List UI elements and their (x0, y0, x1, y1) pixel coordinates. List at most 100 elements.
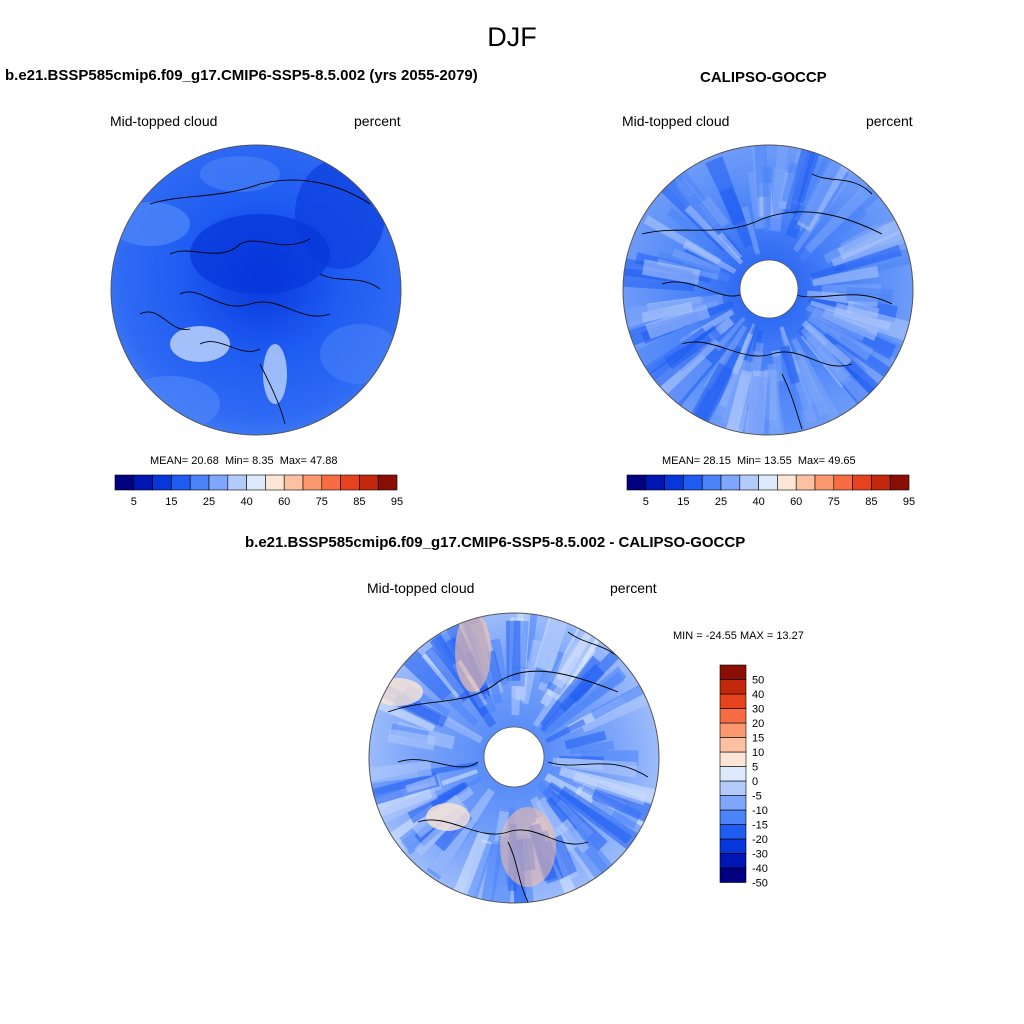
panel1-colorbar-tick-label: 75 (316, 496, 328, 508)
map-texture-streak (591, 782, 659, 839)
panel3-colorbar-box (719, 679, 747, 695)
panel3-colorbar-tick-label: 50 (752, 675, 764, 687)
panel2-colorbar-box (795, 474, 816, 491)
panel2-min-value: 13.55 (764, 455, 792, 467)
panel2-colorbar-box (683, 474, 703, 491)
panel3-colorbar-box (719, 751, 747, 767)
panel2-units-label: percent (866, 113, 913, 129)
panel3-colorbar-tick-label: 0 (752, 776, 758, 788)
map-texture-streak (794, 150, 845, 227)
panel3-colorbar-tick-label: -40 (752, 863, 768, 875)
panel2-colorbar-box (758, 474, 778, 491)
map-texture-streak (795, 357, 830, 417)
map-texture-streak (489, 638, 508, 686)
map-texture-streak (539, 655, 601, 727)
map-texture-streak (801, 320, 852, 367)
panel1-colorbar-tick-label: 95 (391, 496, 403, 508)
panel3-colorbar-box (719, 708, 747, 724)
panel1-colorbar-tick-label: 85 (353, 496, 365, 508)
map-texture-streak (846, 287, 894, 303)
panel1-min-label: Min= (224, 455, 250, 467)
panel1-colorbar-box (114, 474, 135, 491)
panel2-colorbar-tick-label: 15 (677, 496, 689, 508)
panel1-max-value: 47.88 (309, 455, 338, 467)
map-texture-streak (810, 244, 902, 280)
map-texture-streak (754, 145, 770, 198)
map-texture-streak (369, 787, 438, 830)
panel1-colorbar-box (359, 474, 379, 491)
panel3-colorbar-tick-label: 20 (752, 718, 764, 730)
map-texture-streak (568, 740, 615, 755)
map-texture-streak (641, 301, 694, 323)
panel1-colorbar-box (321, 474, 341, 491)
map-texture-streak (430, 781, 469, 808)
panel1-colorbar-tick-label: 15 (165, 496, 177, 508)
panel1-colorbar-tick-label: 5 (131, 496, 137, 508)
panel1-min-value: 8.35 (252, 455, 274, 467)
map-texture-streak (545, 718, 586, 744)
panel2-max-value: 49.65 (828, 455, 856, 467)
map-texture-streak (590, 678, 656, 720)
map-texture-streak (829, 338, 895, 397)
map-texture-streak (441, 769, 478, 786)
panel1-units-label: percent (354, 113, 401, 129)
map-texture-streak (641, 259, 701, 285)
map-texture-streak (506, 620, 521, 681)
panel3-colorbar-box (719, 722, 747, 738)
map-texture-streak (369, 760, 432, 785)
map-texture-streak (543, 671, 625, 737)
map-texture-streak (454, 841, 494, 903)
panel3-stats: MIN = -24.55 MAX = 13.27 (673, 630, 804, 642)
panel1-colorbar-box (189, 474, 210, 491)
map-texture-streak (839, 223, 882, 253)
map-texture-streak (810, 300, 891, 331)
panel1-mean-value: 20.68 (191, 455, 219, 467)
panel2-colorbar-box (701, 474, 722, 491)
panel3-colorbar-tick-label: -10 (752, 805, 768, 817)
map-texture-streak (645, 304, 711, 340)
map-texture-streak (444, 694, 479, 727)
figure-title: DJF (487, 22, 537, 52)
panel2-colorbar-box (889, 474, 910, 491)
map-texture-streak (805, 305, 858, 334)
panel1-colorbar-box (265, 474, 285, 491)
panel3-title: b.e21.BSSP585cmip6.f09_g17.CMIP6-SSP5-8.… (245, 534, 746, 551)
panel3-colorbar-tick-label: -5 (752, 791, 762, 803)
panel3-colorbar-box (719, 838, 747, 854)
panel2-title: CALIPSO-GOCCP (700, 69, 827, 86)
panel2-colorbar-tick-label: 5 (643, 496, 649, 508)
panel2-polar-map (622, 144, 914, 436)
panel3-colorbar-box (719, 766, 747, 782)
map-texture-streak (715, 316, 746, 352)
map-texture-streak (494, 810, 510, 843)
panel1-colorbar-box (133, 474, 153, 491)
panel3-colorbar-tick-label: 10 (752, 747, 764, 759)
map-texture-streak (684, 204, 744, 265)
panel2-colorbar-box (852, 474, 872, 491)
map-texture-streak (725, 369, 753, 435)
panel1-variable-label: Mid-topped cloud (110, 113, 218, 129)
panel3-colorbar-box (719, 664, 747, 680)
panel2-colorbar-box (645, 474, 665, 491)
panel3-colorbar-tick-label: 30 (752, 704, 764, 716)
panel1-colorbar: 5 15 25 40 60 75 85 95 (114, 474, 403, 508)
panel1-colorbar-box (246, 474, 266, 491)
panel3-colorbar-box (719, 780, 747, 796)
map-texture-streak (784, 145, 821, 215)
panel3-colorbar-box (719, 867, 747, 883)
map-texture-streak (767, 363, 780, 429)
panel3-colorbar-tick-label: -30 (752, 849, 768, 861)
panel3-colorbar-box (719, 737, 747, 753)
map-texture-streak (780, 344, 800, 385)
panel2-mean-value: 28.15 (703, 455, 731, 467)
panel2-colorbar-box (833, 474, 853, 491)
panel1-colorbar-tick-label: 40 (240, 496, 252, 508)
map-texture-streak (428, 788, 495, 877)
map-texture-streak (846, 300, 880, 318)
panel3-variable-label: Mid-topped cloud (367, 580, 475, 596)
map-texture-streak (564, 730, 607, 750)
panel2-colorbar-box (720, 474, 741, 491)
map-texture-streak (535, 796, 577, 855)
panel2-stats: MEAN= 28.15 Min= 13.55 Max= 49.65 (662, 455, 856, 467)
